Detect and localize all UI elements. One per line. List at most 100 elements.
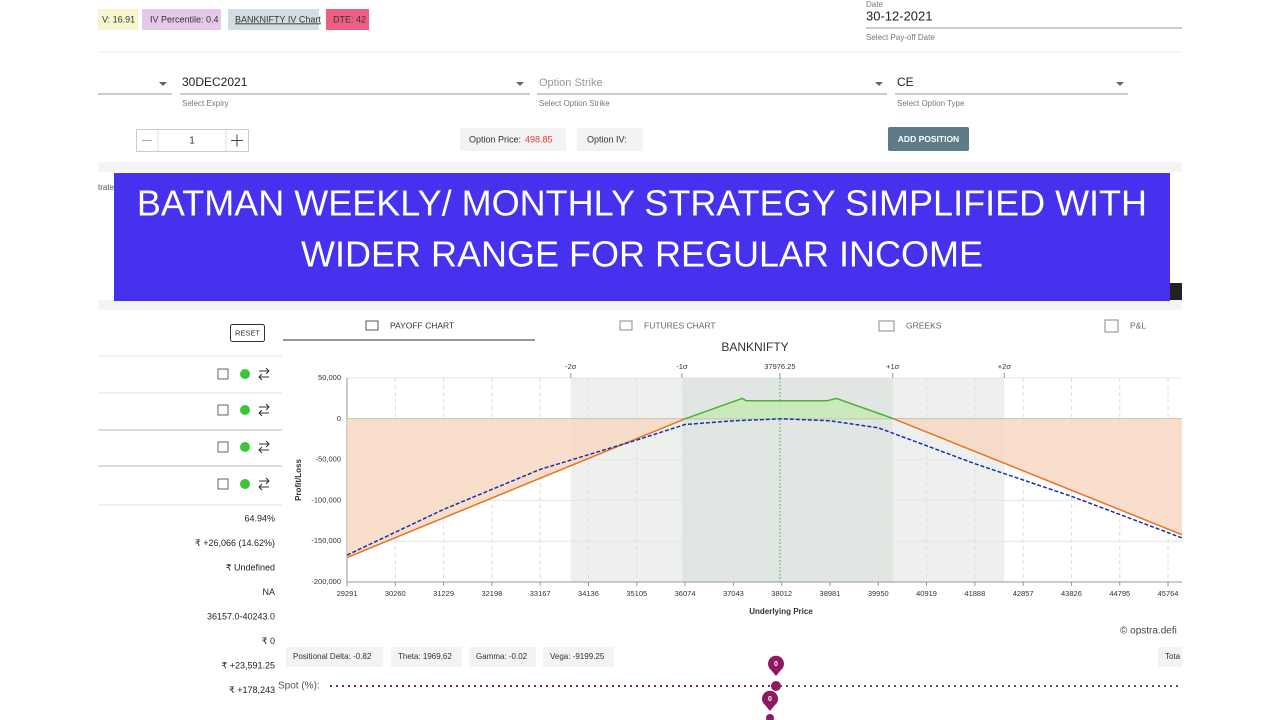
expiry-value[interactable]: 30DEC2021 <box>182 75 248 89</box>
x-tick-label: 37043 <box>723 589 744 598</box>
tab[interactable]: FUTURES CHART <box>644 320 716 330</box>
lots-value[interactable]: 1 <box>189 136 195 147</box>
dropdown-arrow[interactable] <box>516 82 524 86</box>
chip-text: DTE: 42 <box>333 14 366 24</box>
strike-placeholder[interactable]: Option Strike <box>539 77 603 89</box>
chip <box>577 128 643 151</box>
status-dot <box>240 442 250 452</box>
x-tick-label: 38981 <box>820 589 841 598</box>
stepper <box>136 129 249 152</box>
plus-button[interactable] <box>231 134 243 147</box>
x-tick-label: 30260 <box>385 589 406 598</box>
top-tick-label: -1σ <box>676 362 688 371</box>
total-text: Tota <box>1165 652 1181 661</box>
banner-line: BATMAN WEEKLY/ MONTHLY STRATEGY SIMPLIFI… <box>137 183 1147 224</box>
tab-icon <box>619 320 633 331</box>
stats: 64.94% ₹ +26,066 (14.62%) ₹ Undefined NA 361… <box>195 513 275 695</box>
greek-text: Theta: 1969.62 <box>398 652 452 661</box>
y-tick-label: 0 <box>337 414 341 423</box>
banner <box>114 173 1170 301</box>
chip <box>286 647 383 667</box>
x-tick-label: 40919 <box>916 589 937 598</box>
field-hint: Select Pay-off Date <box>866 33 935 42</box>
top-tick-label: -2σ <box>565 362 577 371</box>
x-tick-label: 38012 <box>771 589 792 598</box>
x-tick-label: 43826 <box>1061 589 1082 598</box>
pin <box>762 690 778 711</box>
date-value[interactable]: 30-12-2021 <box>866 8 933 23</box>
edit-icon[interactable] <box>217 478 229 490</box>
x-tick-label: 42857 <box>1013 589 1034 598</box>
dropdown-arrow[interactable] <box>875 82 883 86</box>
edit-icon[interactable] <box>217 404 229 416</box>
slider-handle[interactable] <box>766 714 774 720</box>
greek-text: Vega: -9199.25 <box>550 652 605 661</box>
chip-link[interactable]: BANKNIFTY IV Chart <box>235 14 321 24</box>
tab[interactable]: GREEKS <box>906 320 942 330</box>
edit-icon[interactable] <box>217 368 229 380</box>
field-hint: Select Expiry <box>182 99 229 108</box>
x-tick-label: 41888 <box>964 589 985 598</box>
x-tick-label: 36074 <box>675 589 696 598</box>
greek-text: Positional Delta: -0.82 <box>293 652 372 661</box>
greek-text: Gamma: -0.02 <box>476 652 528 661</box>
swap-icon[interactable] <box>258 367 270 381</box>
type-value[interactable]: CE <box>897 75 914 89</box>
payoff-area <box>347 398 1182 558</box>
tab[interactable]: PAYOFF CHART <box>390 320 454 330</box>
slider-handle[interactable] <box>771 681 781 691</box>
iv-label: Option IV: <box>587 134 627 144</box>
chip <box>1158 647 1182 667</box>
top-tick-label: +2σ <box>998 362 1012 371</box>
stat-value: NA <box>262 587 275 597</box>
add-button[interactable] <box>888 127 969 151</box>
add-button-text[interactable]: ADD POSITION <box>898 134 959 144</box>
dropdown-arrow[interactable] <box>159 82 167 86</box>
y-tick-label: -200,000 <box>311 577 341 586</box>
y-tick-label: 50,000 <box>318 373 341 382</box>
band <box>98 300 1182 310</box>
tab[interactable]: P&L <box>1130 320 1146 330</box>
stat-value: ₹ 0 <box>262 636 275 646</box>
partial-text: trate <box>98 183 115 192</box>
x-tick-label: 35105 <box>626 589 647 598</box>
swap-icon[interactable] <box>258 477 270 491</box>
chart-title: BANKNIFTY <box>721 340 788 354</box>
chip <box>469 647 536 667</box>
position-rows <box>98 355 282 506</box>
x-tick-label: 44795 <box>1109 589 1130 598</box>
today-line <box>347 418 1182 556</box>
field-hint: Select Option Type <box>897 99 965 108</box>
top-tick-label: +1σ <box>886 362 900 371</box>
payoff-line <box>347 397 1182 559</box>
x-tick-label: 33167 <box>530 589 551 598</box>
series-group <box>347 397 1182 559</box>
pin <box>768 655 784 676</box>
pin-text: 0 <box>774 661 778 668</box>
swap-icon[interactable] <box>258 403 270 417</box>
top-tick-label: 37976.25 <box>764 362 795 371</box>
stat-value: ₹ +23,591.25 <box>221 660 275 670</box>
dropdown-arrow[interactable] <box>1116 82 1124 86</box>
reset-button[interactable] <box>230 324 265 342</box>
tab-icon <box>365 320 379 331</box>
x-axis-label: Underlying Price <box>749 607 813 616</box>
chip[interactable] <box>228 9 319 30</box>
edit-icon[interactable] <box>217 441 229 453</box>
row-icons <box>217 367 270 491</box>
chip <box>543 647 614 667</box>
reset-text[interactable]: RESET <box>235 328 260 337</box>
field-hint: Select Option Strike <box>539 99 610 108</box>
stat-value: 64.94% <box>244 513 275 523</box>
field-label: Date <box>866 0 883 9</box>
pin-text: 0 <box>768 696 772 703</box>
watermark: © opstra.defi <box>1120 626 1177 637</box>
spot-label: Spot (%): <box>278 681 320 692</box>
swap-icon[interactable] <box>258 440 270 454</box>
tab-icon <box>1104 319 1119 333</box>
plot: 29291 30260 31229 32198 33167 34136 35105 36074… <box>311 362 1182 598</box>
chip-text: IV Percentile: 0.4 <box>150 14 219 24</box>
x-tick-label: 31229 <box>433 589 454 598</box>
